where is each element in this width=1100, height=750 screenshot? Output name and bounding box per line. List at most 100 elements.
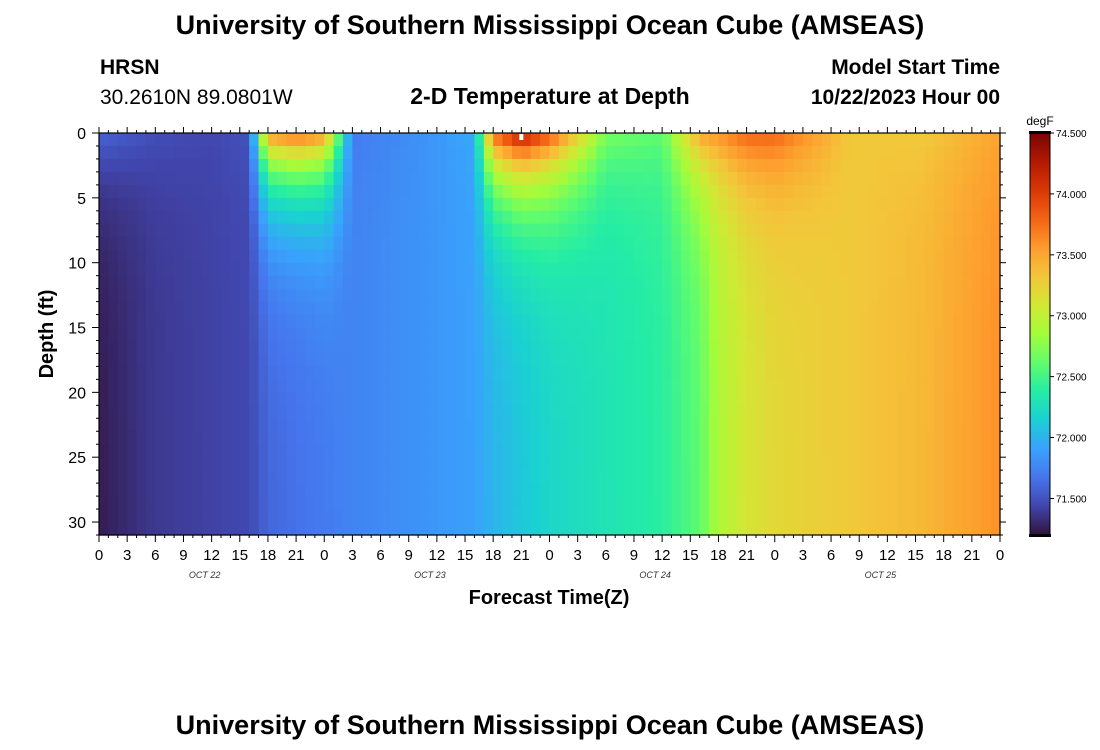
heatmap-cell — [812, 353, 823, 368]
heatmap-cell — [596, 496, 607, 510]
heatmap-cell — [145, 418, 156, 432]
heatmap-cell — [680, 392, 691, 406]
heatmap-cell — [793, 327, 804, 342]
heatmap-cell — [418, 366, 429, 380]
heatmap-cell — [774, 262, 785, 277]
heatmap-cell — [699, 171, 710, 186]
heatmap-cell — [371, 457, 382, 471]
heatmap-cell — [652, 197, 663, 212]
heatmap-cell — [202, 249, 213, 264]
heatmap-cell — [221, 210, 231, 225]
x-tick-label: 6 — [376, 547, 384, 564]
heatmap-cell — [605, 158, 616, 173]
heatmap-cell — [183, 483, 194, 497]
heatmap-cell — [314, 327, 325, 342]
heatmap-cell — [399, 158, 410, 173]
heatmap-cell — [155, 418, 166, 432]
heatmap-cell — [99, 223, 109, 238]
heatmap-cell — [521, 483, 532, 497]
heatmap-cell — [389, 133, 400, 147]
heatmap-cell — [99, 288, 109, 303]
heatmap-cell — [267, 392, 278, 406]
heatmap-cell — [953, 133, 964, 147]
heatmap-cell — [267, 496, 278, 510]
heatmap-cell — [286, 262, 297, 277]
heatmap-cell — [690, 314, 701, 329]
heatmap-cell — [887, 392, 898, 406]
heatmap-cell — [859, 210, 870, 225]
heatmap-cell — [887, 431, 898, 445]
heatmap-cell — [868, 197, 879, 212]
heatmap-cell — [755, 288, 766, 303]
heatmap-cell — [455, 314, 466, 329]
heatmap-cell — [399, 418, 410, 432]
heatmap-cell — [877, 210, 888, 225]
heatmap-cell — [155, 431, 166, 445]
heatmap-cell — [174, 340, 185, 355]
heatmap-cell — [493, 249, 504, 264]
heatmap-cell — [361, 236, 372, 251]
heatmap-cell — [530, 223, 541, 238]
heatmap-cell — [633, 405, 644, 419]
heatmap-cell — [249, 470, 260, 484]
heatmap-cell — [333, 431, 344, 445]
heatmap-cell — [221, 184, 231, 199]
heatmap-cell — [418, 496, 429, 510]
heatmap-cell — [108, 379, 119, 393]
heatmap-cell — [652, 210, 663, 225]
heatmap-cell — [943, 392, 954, 406]
heatmap-cell — [343, 392, 354, 406]
heatmap-cell — [680, 197, 691, 212]
heatmap-cell — [446, 405, 457, 419]
heatmap-cell — [671, 314, 682, 329]
heatmap-cell — [633, 171, 644, 186]
heatmap-cell — [915, 431, 926, 445]
heatmap-cell — [615, 418, 626, 432]
heatmap-cell — [690, 288, 701, 303]
heatmap-cell — [568, 145, 579, 160]
heatmap-cell — [249, 431, 260, 445]
station-name: HRSN — [100, 56, 160, 79]
heatmap-cell — [577, 288, 588, 303]
heatmap-cell — [981, 275, 992, 290]
heatmap-cell — [127, 340, 138, 355]
heatmap-cell — [718, 405, 729, 419]
heatmap-cell — [568, 483, 579, 497]
y-tick-label: 20 — [68, 385, 86, 402]
heatmap-cell — [624, 522, 635, 536]
heatmap-cell — [737, 522, 748, 536]
heatmap-cell — [155, 496, 166, 510]
heatmap-cell — [943, 444, 954, 458]
heatmap-cell — [455, 275, 466, 290]
heatmap-cell — [211, 223, 222, 238]
heatmap-cell — [511, 483, 522, 497]
heatmap-cell — [380, 496, 391, 510]
heatmap-cell — [267, 249, 278, 264]
heatmap-cell — [521, 353, 532, 368]
heatmap-cell — [164, 171, 175, 186]
heatmap-cell — [587, 223, 598, 238]
heatmap-cell — [812, 431, 823, 445]
heatmap-cell — [211, 327, 222, 342]
heatmap-cell — [164, 236, 175, 251]
heatmap-cell — [277, 509, 288, 523]
heatmap-cell — [446, 249, 457, 264]
heatmap-cell — [249, 314, 260, 329]
heatmap-cell — [296, 392, 307, 406]
heatmap-cell — [305, 405, 316, 419]
heatmap-cell — [924, 236, 935, 251]
heatmap-cell — [587, 366, 598, 380]
heatmap-cell — [558, 340, 569, 355]
heatmap-cell — [943, 249, 954, 264]
heatmap-cell — [727, 184, 738, 199]
heatmap-cell — [267, 470, 278, 484]
heatmap-cell — [821, 522, 832, 536]
heatmap-cell — [727, 262, 738, 277]
heatmap-cell — [511, 353, 522, 368]
heatmap-cell — [380, 301, 391, 316]
heatmap-cell — [690, 379, 701, 393]
heatmap-cell — [389, 327, 400, 342]
heatmap-cell — [296, 275, 307, 290]
heatmap-cell — [765, 145, 776, 160]
heatmap-cell — [643, 379, 654, 393]
